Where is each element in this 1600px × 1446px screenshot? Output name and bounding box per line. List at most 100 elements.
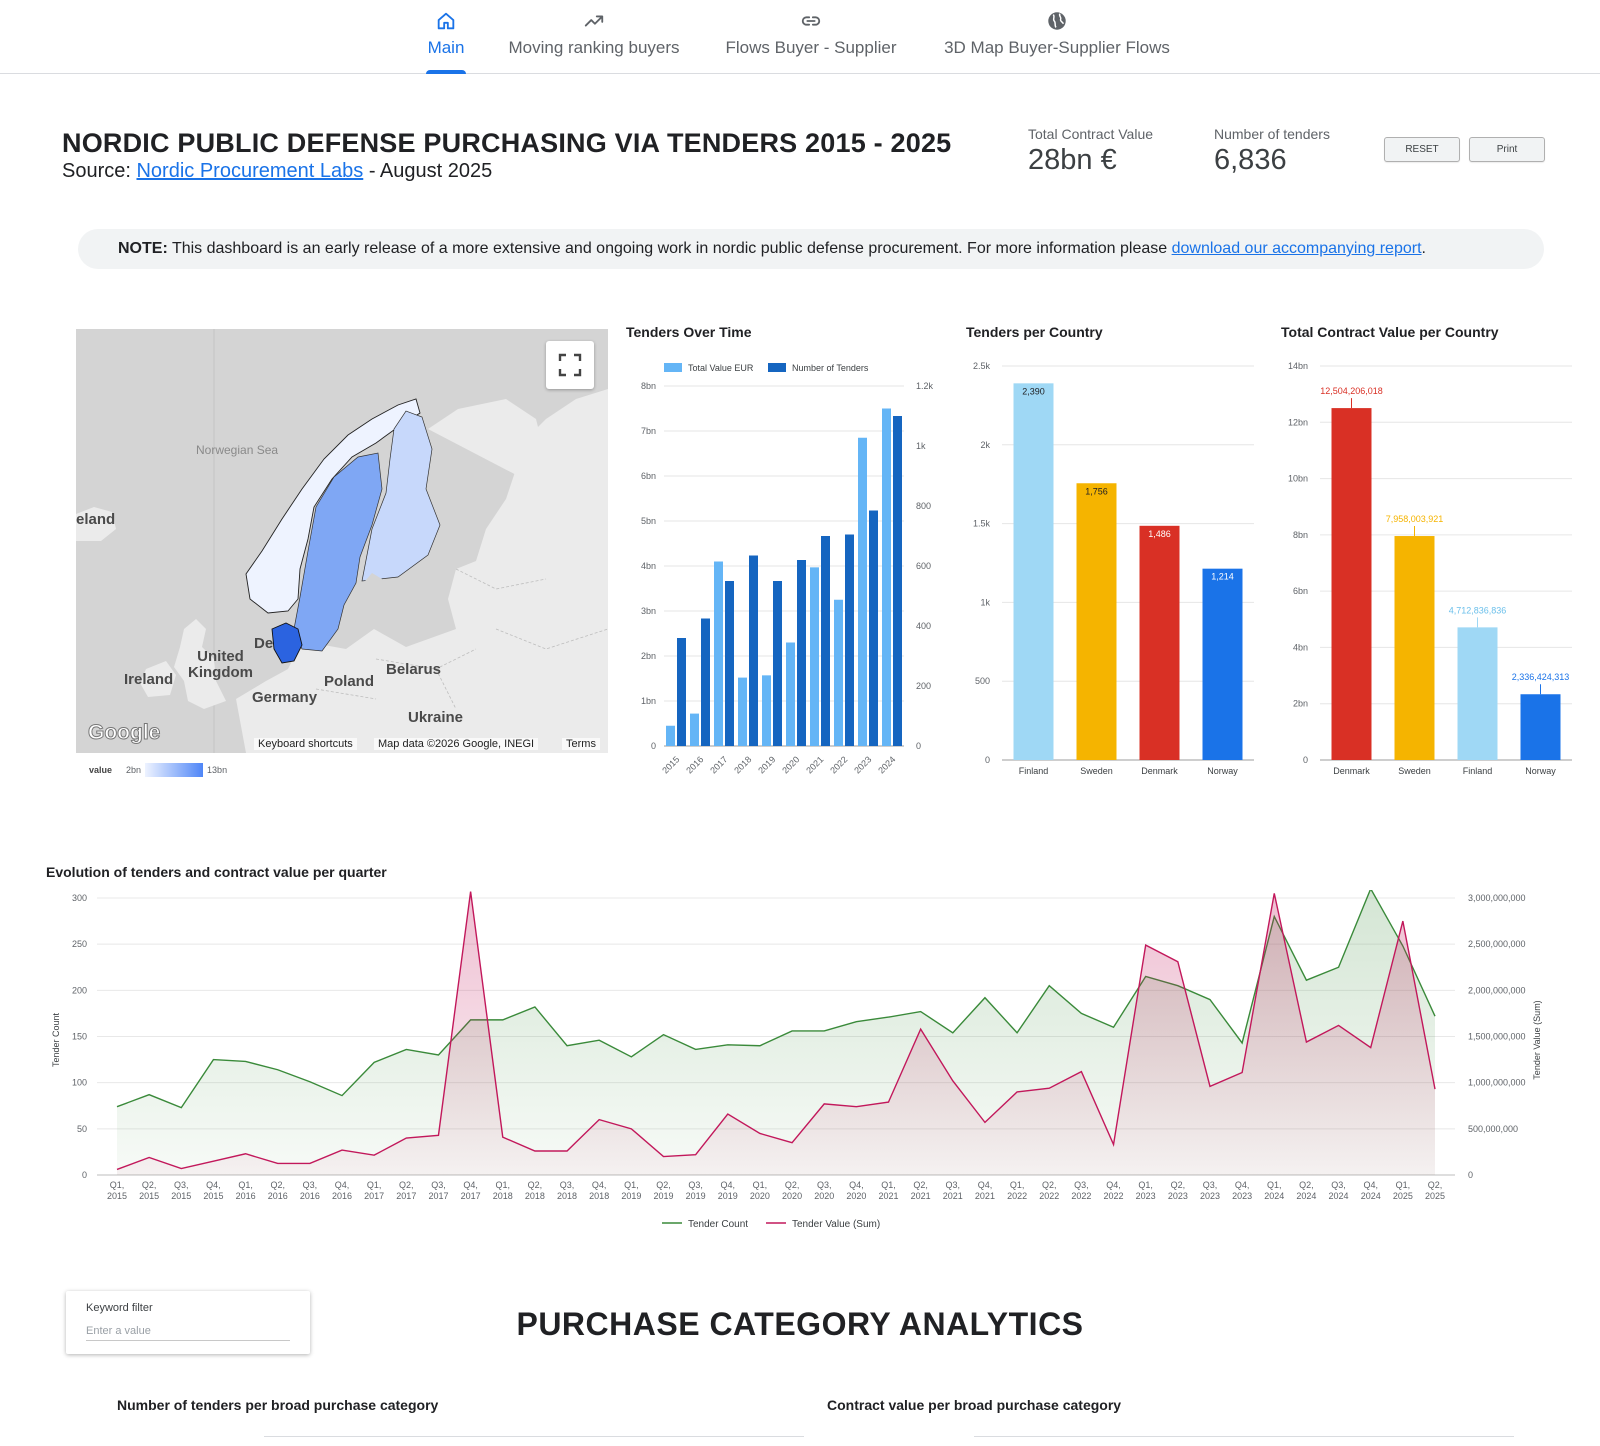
y-tick-label: 200 xyxy=(72,985,87,995)
home-icon xyxy=(426,10,466,36)
x-tick-label: Q2, 2016 xyxy=(268,1180,288,1201)
keyword-filter-input[interactable] xyxy=(86,1321,290,1341)
y-tick-label: 0 xyxy=(651,741,656,751)
y-tick-label: 5bn xyxy=(641,516,656,526)
x-tick-label: Q3, 2020 xyxy=(814,1180,834,1201)
x-tick-label: Q1, 2024 xyxy=(1264,1180,1284,1201)
kpi-value: 6,836 xyxy=(1214,144,1287,176)
y2-tick-label: 2,500,000,000 xyxy=(1468,939,1526,949)
x-tick-label: Q1, 2017 xyxy=(364,1180,384,1201)
map-label-ukraine: Ukraine xyxy=(408,709,464,726)
x-tick-label: Q2, 2023 xyxy=(1168,1180,1188,1201)
source-suffix: - August 2025 xyxy=(363,160,493,182)
x-tick-label: Q4, 2023 xyxy=(1232,1180,1252,1201)
fullscreen-icon xyxy=(558,353,582,377)
bar-total-value xyxy=(666,725,675,746)
reset-button[interactable]: RESET xyxy=(1384,137,1460,162)
tab-main[interactable]: Main xyxy=(426,10,466,74)
x-tick-label: Norway xyxy=(1207,766,1238,776)
y-tick-label: 6bn xyxy=(641,471,656,481)
y-tick-label: 250 xyxy=(72,939,87,949)
x-tick-label: Q3, 2015 xyxy=(171,1180,191,1201)
tab-flows-buyer-supplier[interactable]: Flows Buyer - Supplier xyxy=(720,10,902,74)
bar xyxy=(1139,525,1180,760)
x-tick-label: Sweden xyxy=(1398,766,1431,776)
x-tick-label: 2019 xyxy=(756,754,777,775)
report-download-link[interactable]: download our accompanying report xyxy=(1171,240,1422,257)
x-tick-label: Q3, 2019 xyxy=(686,1180,706,1201)
legend-label: Tender Value (Sum) xyxy=(792,1219,880,1230)
x-tick-label: Q2, 2018 xyxy=(525,1180,545,1201)
y-tick-label: 4bn xyxy=(641,561,656,571)
chart-title-tenders-per-category: Number of tenders per broad purchase cat… xyxy=(117,1397,439,1413)
legend-gradient xyxy=(145,763,204,777)
map-data-attribution: Map data ©2026 Google, INEGI xyxy=(374,738,539,750)
y-tick-label: 50 xyxy=(77,1124,87,1134)
tab-moving-ranking-buyers[interactable]: Moving ranking buyers xyxy=(504,10,684,74)
google-logo: Google xyxy=(87,721,161,745)
x-tick-label: Q2, 2020 xyxy=(782,1180,802,1201)
top-navigation: Main Moving ranking buyers Flows Buyer -… xyxy=(0,0,1600,74)
x-tick-label: Q4, 2021 xyxy=(975,1180,995,1201)
y-tick-label: 8bn xyxy=(1293,530,1308,540)
tab-3d-map-flows[interactable]: 3D Map Buyer-Supplier Flows xyxy=(938,10,1176,74)
tab-label: Flows Buyer - Supplier xyxy=(725,38,897,57)
y-tick-label: 2.5k xyxy=(973,361,991,371)
y2-tick-label: 1,000,000,000 xyxy=(1468,1078,1526,1088)
bar-number-of-tenders xyxy=(701,618,710,746)
y-tick-label: 8bn xyxy=(641,381,656,391)
bar-number-of-tenders xyxy=(869,510,878,746)
x-tick-label: Q4, 2018 xyxy=(589,1180,609,1201)
x-tick-label: 2024 xyxy=(876,754,897,775)
x-tick-label: Q3, 2022 xyxy=(1071,1180,1091,1201)
x-tick-label: Q4, 2017 xyxy=(461,1180,481,1201)
print-button[interactable]: Print xyxy=(1469,137,1545,162)
y-tick-label: 3bn xyxy=(641,606,656,616)
x-tick-label: Q1, 2016 xyxy=(236,1180,256,1201)
trending-up-icon xyxy=(504,10,684,36)
category-chart-axis xyxy=(974,1436,1514,1446)
y-tick-label: 150 xyxy=(72,1032,87,1042)
y2-tick-label: 400 xyxy=(916,621,931,631)
x-tick-label: Q2, 2019 xyxy=(653,1180,673,1201)
legend-label: Number of Tenders xyxy=(792,363,869,373)
page-title: NORDIC PUBLIC DEFENSE PURCHASING VIA TEN… xyxy=(62,128,952,158)
y2-tick-label: 2,000,000,000 xyxy=(1468,985,1526,995)
terms-link[interactable]: Terms xyxy=(562,738,600,750)
bar-number-of-tenders xyxy=(749,555,758,746)
chart-title-tenders-over-time: Tenders Over Time xyxy=(626,324,752,340)
bar-total-value xyxy=(810,567,819,746)
x-tick-label: 2020 xyxy=(780,754,801,775)
y2-axis-label: Tender Value (Sum) xyxy=(1532,1000,1542,1079)
y2-tick-label: 0 xyxy=(916,741,921,751)
y-tick-label: 500 xyxy=(975,676,990,686)
y-tick-label: 0 xyxy=(985,755,990,765)
bar xyxy=(1331,408,1372,760)
source-link[interactable]: Nordic Procurement Labs xyxy=(136,160,364,182)
y-tick-label: 100 xyxy=(72,1078,87,1088)
tab-label: Main xyxy=(427,38,465,57)
bar-total-value xyxy=(690,713,699,746)
x-tick-label: Finland xyxy=(1019,766,1049,776)
geo-map[interactable]: Norwegian Sea eland United Kingdom Irela… xyxy=(76,329,608,753)
x-tick-label: Q2, 2021 xyxy=(911,1180,931,1201)
y-tick-label: 14bn xyxy=(1288,361,1308,371)
tab-label: 3D Map Buyer-Supplier Flows xyxy=(944,38,1170,57)
map-label-germany: Germany xyxy=(252,689,318,706)
x-tick-label: Sweden xyxy=(1080,766,1113,776)
x-tick-label: Q2, 2025 xyxy=(1425,1180,1445,1201)
x-tick-label: Q4, 2024 xyxy=(1361,1180,1381,1201)
fullscreen-button[interactable] xyxy=(546,341,594,389)
y2-tick-label: 1.2k xyxy=(916,381,934,391)
keyboard-shortcuts-link[interactable]: Keyboard shortcuts xyxy=(254,738,357,750)
y2-tick-label: 1,500,000,000 xyxy=(1468,1032,1526,1042)
x-tick-label: Q1, 2023 xyxy=(1136,1180,1156,1201)
x-tick-label: Q1, 2020 xyxy=(750,1180,770,1201)
y-tick-label: 1k xyxy=(980,597,990,607)
y-tick-label: 0 xyxy=(1303,755,1308,765)
y-tick-label: 300 xyxy=(72,893,87,903)
x-tick-label: Q3, 2021 xyxy=(943,1180,963,1201)
x-tick-label: 2016 xyxy=(684,754,705,775)
x-tick-label: Q1, 2019 xyxy=(621,1180,641,1201)
map-label-iceland: eland xyxy=(76,511,116,528)
